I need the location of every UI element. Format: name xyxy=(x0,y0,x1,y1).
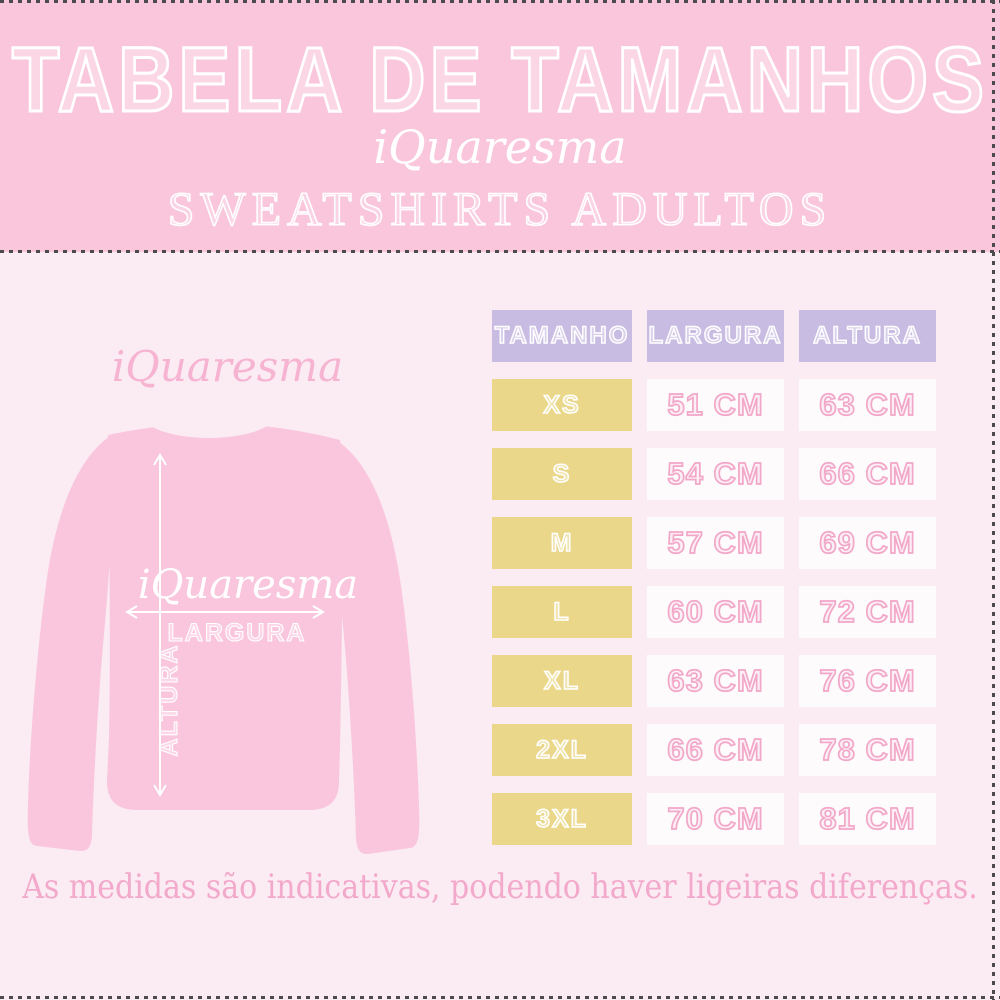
table-header-cell: TAMANHO xyxy=(492,310,632,362)
width-cell: 60 CM xyxy=(647,586,784,638)
size-cell: L xyxy=(492,586,632,638)
height-arrowhead-top xyxy=(153,453,167,466)
table-header-cell: LARGURA xyxy=(647,310,784,362)
sweatshirt-left-sleeve xyxy=(27,433,124,852)
right-dotted-border xyxy=(992,0,995,1000)
height-arrowhead-bottom xyxy=(153,784,167,797)
height-cell: 63 CM xyxy=(799,379,936,431)
size-cell: 2XL xyxy=(492,724,632,776)
size-table: TAMANHO LARGURA ALTURA XS 51 CM 63 CM S 54 CM 66… xyxy=(492,310,936,845)
width-cell: 63 CM xyxy=(647,655,784,707)
header: TABELA DE TAMANHOS iQuaresma SWEATSHIRTS… xyxy=(0,0,1000,252)
height-label: ALTURA xyxy=(155,644,183,757)
sweatshirt-right-sleeve xyxy=(325,438,420,855)
size-cell: 3XL xyxy=(492,793,632,845)
brand-logo: iQuaresma xyxy=(373,120,627,174)
shirt-brand-script: iQuaresma xyxy=(138,562,358,608)
header-dotted-divider xyxy=(0,250,1000,253)
height-cell: 69 CM xyxy=(799,517,936,569)
sweatshirt-collar xyxy=(142,408,276,438)
width-cell: 66 CM xyxy=(647,724,784,776)
height-cell: 66 CM xyxy=(799,448,936,500)
diagram-brand-script: iQuaresma xyxy=(111,342,344,391)
size-cell: M xyxy=(492,517,632,569)
width-cell: 54 CM xyxy=(647,448,784,500)
height-cell: 81 CM xyxy=(799,793,936,845)
width-cell: 70 CM xyxy=(647,793,784,845)
subtitle: SWEATSHIRTS ADULTOS xyxy=(167,182,833,237)
top-dotted-border xyxy=(0,0,1000,3)
footer-note: As medidas são indicativas, podendo have… xyxy=(22,868,978,908)
width-label: LARGURA xyxy=(168,619,307,647)
measurement-arrows xyxy=(125,453,325,797)
table-header-cell: ALTURA xyxy=(799,310,936,362)
height-cell: 72 CM xyxy=(799,586,936,638)
sweatshirt-illustration: iQuaresma LARGURA ALTURA xyxy=(27,408,420,855)
page-title: TABELA DE TAMANHOS xyxy=(11,26,989,133)
width-arrowhead-left xyxy=(125,605,138,619)
width-cell: 51 CM xyxy=(647,379,784,431)
bottom-dotted-border xyxy=(0,996,1000,999)
width-cell: 57 CM xyxy=(647,517,784,569)
size-cell: XS xyxy=(492,379,632,431)
sweatshirt-body xyxy=(106,423,343,810)
height-cell: 78 CM xyxy=(799,724,936,776)
width-arrowhead-right xyxy=(312,605,325,619)
size-cell: XL xyxy=(492,655,632,707)
height-cell: 76 CM xyxy=(799,655,936,707)
size-cell: S xyxy=(492,448,632,500)
